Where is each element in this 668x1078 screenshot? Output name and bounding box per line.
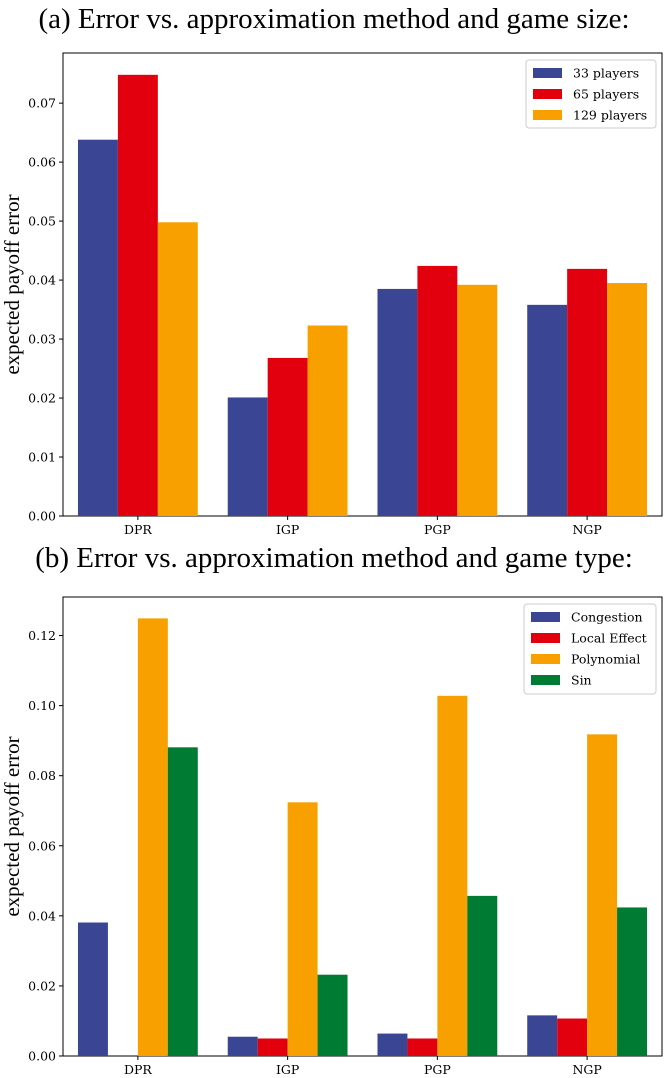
chart-b-bar-igp-local-effect [257,1038,288,1056]
chart-a-ytick-label: 0.05 [28,214,56,229]
chart-a-bar-igp-33-players [227,397,268,516]
chart-a-ytick-label: 0.06 [28,155,56,170]
chart-a-bar-dpr-65-players [117,74,158,516]
chart-b: 0.00 0.02 0.04 0.06 0.08 0.10 0.12 expected pay… [0,596,663,1077]
chart-b-bar-ngp-congestion [527,1015,558,1056]
chart-b-xtick-label: PGP [424,1062,451,1077]
chart-b-bar-pgp-congestion [377,1033,408,1056]
chart-a-legend-label: 33 players [573,66,639,81]
chart-b-ytick-label: 0.06 [28,838,56,853]
chart-a-bar-igp-129-players [307,325,348,516]
chart-a-ytick-label: 0.00 [28,509,56,524]
chart-a-bar-ngp-65-players [567,268,608,516]
chart-a-xtick-label: PGP [424,522,451,537]
chart-b-legend-swatch [531,612,560,622]
chart-b-ytick-label: 0.04 [28,908,56,923]
chart-b-ytick-label: 0.10 [28,698,56,713]
chart-b-bar-igp-polynomial [287,802,318,1056]
chart-b-title: (b) Error vs. approximation method and g… [35,542,633,574]
chart-b-ylabel: expected payoff error [0,736,24,916]
chart-b-legend-label: Sin [571,673,592,688]
chart-a-bar-ngp-129-players [607,283,648,516]
chart-b-legend-label: Congestion [571,610,643,625]
chart-a-ytick-label: 0.03 [28,332,56,347]
chart-b-xtick-label: IGP [276,1062,299,1077]
chart-a-xtick-label: IGP [276,522,299,537]
chart-a-bar-pgp-129-players [457,284,498,516]
chart-b-bar-ngp-polynomial [587,734,618,1056]
chart-b-legend-box [523,603,657,695]
chart-b-ytick-label: 0.02 [28,978,56,993]
chart-b-legend-swatch [531,675,560,685]
chart-panel-a: 0.00 0.01 0.02 0.03 0.04 0.05 0.06 0.07 expected… [0,3,663,537]
chart-b-bar-dpr-sin [167,747,198,1056]
chart-b-ytick-label: 0.00 [28,1049,56,1064]
chart-a-legend-label: 65 players [573,87,639,102]
chart-a-xtick-label: NGP [572,522,601,537]
chart-b-bar-igp-sin [317,974,348,1056]
chart-a-ytick-label: 0.01 [28,450,56,465]
chart-b-bar-ngp-local-effect [557,1018,588,1056]
chart-a-ytick-label: 0.02 [28,391,56,406]
chart-a-legend-label: 129 players [573,108,647,123]
chart-a-ytick-label: 0.04 [28,273,56,288]
chart-a-ytick-label: 0.07 [28,96,56,111]
chart-b-ytick-label: 0.12 [28,628,56,643]
chart-b-plot-frame [62,596,663,1057]
chart-panel-b: 0.00 0.02 0.04 0.06 0.08 0.10 0.12 expected pay… [0,540,668,1078]
chart-b-bar-dpr-congestion [77,922,108,1056]
chart-a-bar-igp-65-players [267,357,308,516]
chart-a-plot-frame [62,52,663,517]
chart-b-legend-swatch [531,633,560,643]
chart-a: 0.00 0.01 0.02 0.03 0.04 0.05 0.06 0.07 expected… [0,52,663,537]
chart-a-legend-swatch [533,68,562,78]
chart-b-ytick-label: 0.08 [28,768,56,783]
chart-b-xtick-label: NGP [572,1062,601,1077]
chart-a-legend-swatch [533,110,562,120]
chart-b-bar-ngp-sin [617,907,648,1056]
chart-b-legend-label: Polynomial [571,652,640,667]
chart-a-bar-dpr-33-players [77,139,118,516]
chart-b-bar-pgp-polynomial [437,695,468,1056]
chart-a-bar-pgp-65-players [417,265,458,516]
chart-b-bar-pgp-local-effect [407,1038,438,1056]
chart-b-legend-swatch [531,654,560,664]
chart-a-bar-ngp-33-players [527,304,568,516]
chart-a-ylabel: expected payoff error [0,194,24,374]
chart-b-bar-pgp-sin [467,895,498,1056]
chart-b-legend-label: Local Effect [571,631,647,646]
chart-b-xtick-label: DPR [124,1062,152,1077]
chart-b-bar-igp-congestion [227,1036,258,1056]
chart-a-xtick-label: DPR [124,522,152,537]
chart-a-bar-dpr-129-players [157,222,198,517]
chart-a-title: (a) Error vs. approximation method and g… [38,3,630,35]
chart-a-legend-swatch [533,89,562,99]
chart-a-bar-pgp-33-players [377,288,418,516]
chart-b-bar-dpr-polynomial [137,618,168,1056]
